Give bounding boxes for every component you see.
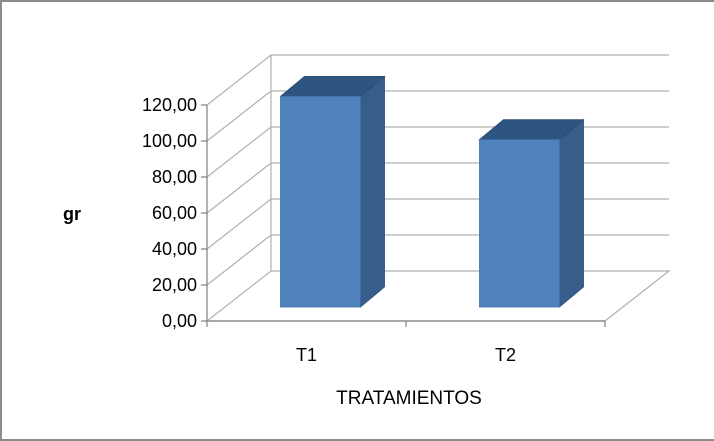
chart-bars — [279, 75, 585, 308]
y-tick-label: 0,00 — [162, 311, 197, 331]
y-axis-label: gr — [63, 204, 81, 224]
bar-side — [559, 118, 584, 308]
gridline — [206, 126, 669, 178]
y-tick-labels: 0,00 20,00 40,00 60,00 80,00 100,00 120,00 — [142, 95, 197, 331]
x-axis-label: TRATAMIENTOS — [336, 388, 482, 409]
chart-floor — [205, 270, 671, 322]
gridline — [206, 54, 669, 106]
bar-front — [479, 139, 560, 308]
x-category-label: T2 — [495, 345, 516, 365]
y-tick-label: 60,00 — [152, 203, 197, 223]
y-tick-label: 100,00 — [142, 131, 197, 151]
y-tick-label: 80,00 — [152, 167, 197, 187]
y-tick-label: 120,00 — [142, 95, 197, 115]
chart-walls — [201, 54, 671, 327]
x-category-labels: T1 T2 — [296, 345, 516, 365]
y-tick-label: 40,00 — [152, 239, 197, 259]
y-tick-label: 20,00 — [152, 275, 197, 295]
bar — [279, 75, 386, 308]
x-category-label: T1 — [296, 345, 317, 365]
gridline — [206, 198, 669, 250]
gridline — [206, 234, 669, 286]
gridline — [206, 162, 669, 214]
gridline — [206, 90, 669, 142]
bar-front — [280, 96, 361, 308]
bar — [478, 118, 585, 308]
bar-side — [360, 75, 385, 308]
